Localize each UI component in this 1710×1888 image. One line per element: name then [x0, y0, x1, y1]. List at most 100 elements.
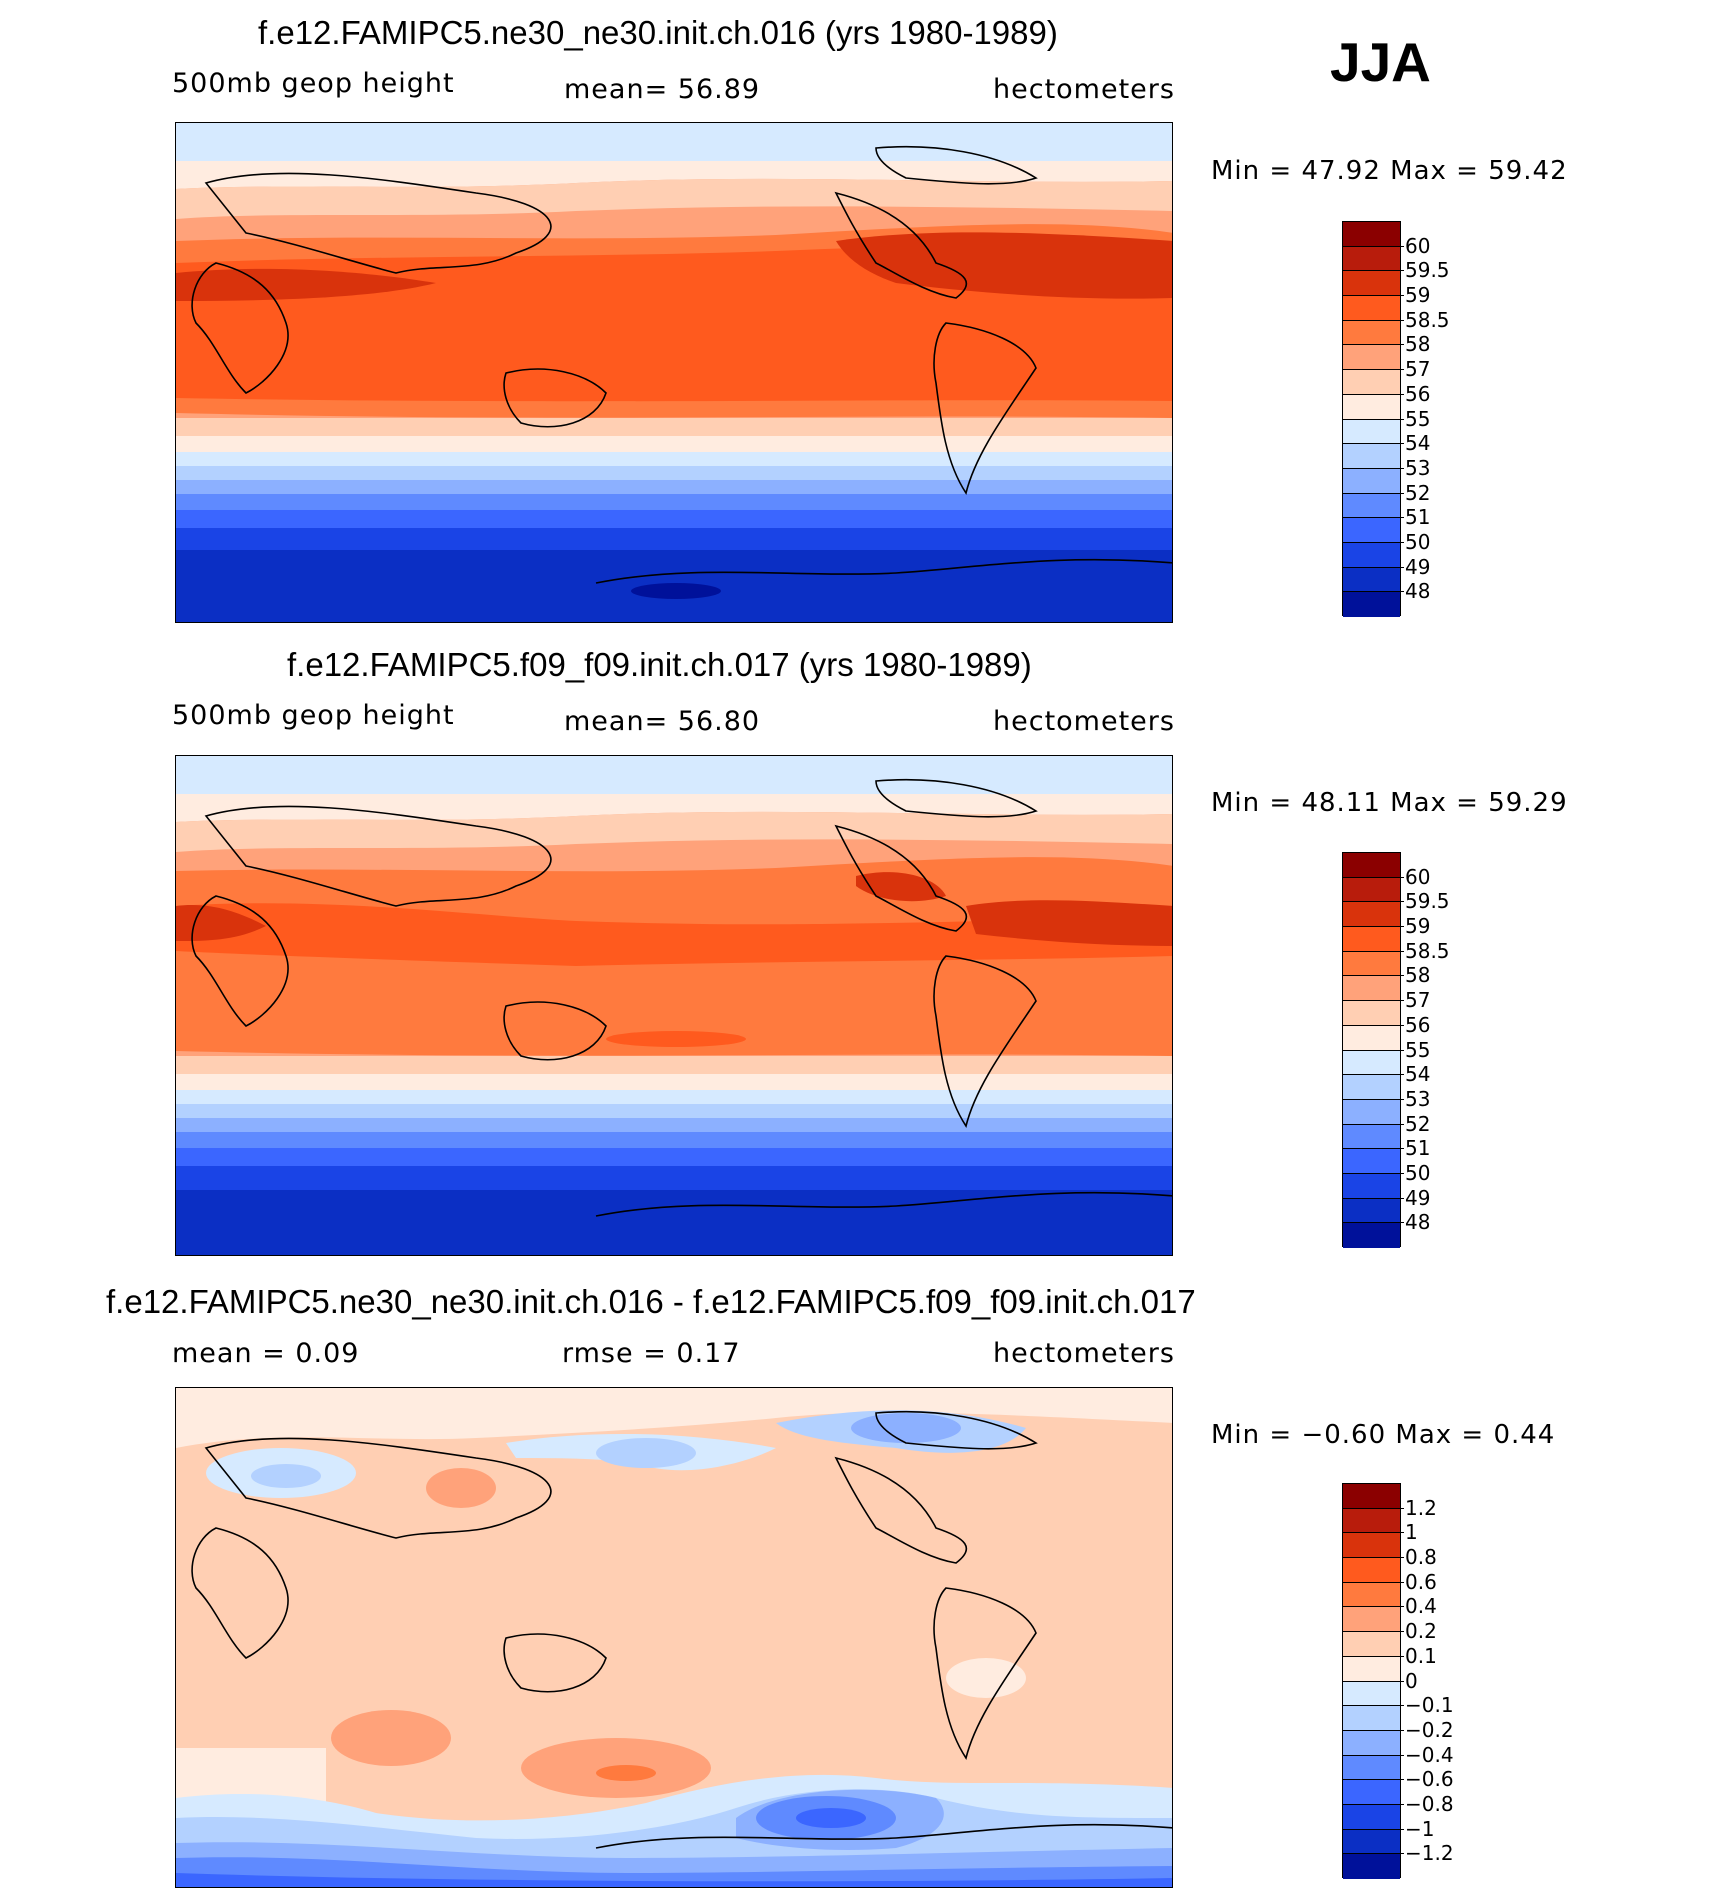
- colorbar-tick-label: 59: [1396, 914, 1431, 939]
- colorbar-cell: [1343, 1558, 1400, 1583]
- colorbar-tick-label: 58: [1396, 963, 1431, 988]
- colorbar-tick-label: −0.4: [1397, 1742, 1454, 1767]
- colorbar-cell: [1343, 592, 1400, 617]
- colorbar-tick-label: 59: [1396, 283, 1431, 308]
- colorbar-tick-label: 56: [1396, 381, 1431, 406]
- colorbar-cell: [1343, 951, 1400, 977]
- colorbar-tick-label: 52: [1396, 1111, 1431, 1136]
- colorbar-cell: [1343, 296, 1400, 321]
- colorbar-cell: [1343, 1001, 1400, 1026]
- colorbar-cell: [1343, 320, 1400, 346]
- colorbar-tick-label: −0.6: [1397, 1767, 1454, 1792]
- colorbar-cell: [1343, 1099, 1400, 1125]
- colorbar-cell: [1343, 222, 1400, 247]
- panel1-variable: 500mb geop height: [172, 68, 455, 99]
- colorbar-cell: [1343, 493, 1400, 519]
- colorbar-tick-label: 53: [1396, 1086, 1431, 1111]
- colorbar-cell: [1343, 1050, 1400, 1076]
- panel2-minmax: Min = 48.11 Max = 59.29: [1211, 788, 1568, 818]
- colorbar-cell: [1343, 1173, 1400, 1199]
- colorbar-cell: [1343, 271, 1400, 297]
- panel1-contour-field: [176, 123, 1172, 622]
- colorbar-cell: [1343, 1508, 1400, 1534]
- colorbar-cell: [1343, 518, 1400, 543]
- panel2-units: hectometers: [993, 706, 1175, 737]
- colorbar-cell: [1343, 444, 1400, 469]
- panel1-units: hectometers: [993, 74, 1175, 105]
- colorbar-tick-label: 55: [1396, 1037, 1431, 1062]
- panel3-rmse: rmse = 0.17: [562, 1338, 741, 1369]
- season-label: JJA: [1330, 31, 1431, 93]
- colorbar-tick-label: 52: [1396, 480, 1431, 505]
- colorbar-tick-label: 54: [1396, 431, 1431, 456]
- colorbar-tick-label: 0.2: [1397, 1619, 1437, 1644]
- panel3-colorbar: [1342, 1483, 1401, 1879]
- colorbar-tick-label: 60: [1396, 864, 1431, 889]
- panel2-colorbar: [1342, 852, 1401, 1248]
- colorbar-tick-label: 0: [1397, 1668, 1418, 1693]
- colorbar-cell: [1343, 1075, 1400, 1100]
- colorbar-tick-label: −1.2: [1397, 1841, 1454, 1866]
- colorbar-cell: [1343, 1829, 1400, 1855]
- colorbar-tick-label: −0.2: [1397, 1717, 1454, 1742]
- colorbar-tick-label: 0.4: [1397, 1594, 1437, 1619]
- colorbar-cell: [1343, 1149, 1400, 1174]
- colorbar-tick-label: 50: [1396, 1160, 1431, 1185]
- colorbar-cell: [1343, 902, 1400, 928]
- colorbar-tick-label: 53: [1396, 455, 1431, 480]
- colorbar-tick-label: 55: [1396, 406, 1431, 431]
- colorbar-cell: [1343, 1124, 1400, 1150]
- panel2-variable: 500mb geop height: [172, 700, 455, 731]
- colorbar-cell: [1343, 1730, 1400, 1756]
- colorbar-tick-label: 48: [1396, 1210, 1431, 1235]
- colorbar-cell: [1343, 976, 1400, 1002]
- colorbar-cell: [1343, 877, 1400, 903]
- panel1-minmax: Min = 47.92 Max = 59.42: [1211, 156, 1568, 186]
- colorbar-cell: [1343, 1804, 1400, 1830]
- colorbar-cell: [1343, 468, 1400, 494]
- colorbar-cell: [1343, 567, 1400, 593]
- colorbar-tick-label: −0.8: [1397, 1791, 1454, 1816]
- colorbar-cell: [1343, 370, 1400, 395]
- colorbar-tick-label: 49: [1396, 1185, 1431, 1210]
- colorbar-cell: [1343, 1681, 1400, 1707]
- panel2-map: [175, 755, 1173, 1256]
- colorbar-cell: [1343, 1607, 1400, 1633]
- colorbar-tick-label: 49: [1396, 554, 1431, 579]
- colorbar-tick-label: 57: [1396, 988, 1431, 1013]
- panel3-title: f.e12.FAMIPC5.ne30_ne30.init.ch.016 - f.…: [106, 1283, 1196, 1320]
- colorbar-tick-label: 58: [1396, 332, 1431, 357]
- colorbar-tick-label: 1.2: [1397, 1495, 1437, 1520]
- colorbar-tick-label: 0.6: [1397, 1569, 1437, 1594]
- panel1-mean: mean= 56.89: [564, 74, 761, 105]
- colorbar-tick-label: 59.5: [1397, 889, 1450, 914]
- colorbar-tick-label: 51: [1396, 505, 1431, 530]
- panel3-mean: mean = 0.09: [172, 1338, 360, 1369]
- panel1-colorbar: [1342, 221, 1401, 617]
- colorbar-tick-label: 48: [1396, 579, 1431, 604]
- panel1-map: [175, 122, 1173, 623]
- colorbar-tick-label: −0.1: [1397, 1693, 1454, 1718]
- colorbar-tick-label: 58.5: [1397, 938, 1450, 963]
- colorbar-tick-label: 59.5: [1397, 258, 1450, 283]
- colorbar-cell: [1343, 1656, 1400, 1682]
- colorbar-cell: [1343, 1025, 1400, 1051]
- colorbar-tick-label: 54: [1396, 1062, 1431, 1087]
- colorbar-cell: [1343, 1223, 1400, 1248]
- colorbar-tick-label: −1: [1396, 1816, 1435, 1841]
- colorbar-cell: [1343, 246, 1400, 272]
- colorbar-cell: [1343, 542, 1400, 568]
- colorbar-cell: [1343, 419, 1400, 445]
- colorbar-tick-label: 56: [1396, 1012, 1431, 1037]
- colorbar-cell: [1343, 1198, 1400, 1224]
- panel3-units: hectometers: [993, 1338, 1175, 1369]
- colorbar-tick-label: 60: [1396, 233, 1431, 258]
- colorbar-tick-label: 57: [1396, 357, 1431, 382]
- panel2-contour-field: [176, 756, 1172, 1255]
- colorbar-cell: [1343, 1582, 1400, 1608]
- colorbar-cell: [1343, 1632, 1400, 1657]
- colorbar-cell: [1343, 1706, 1400, 1731]
- colorbar-cell: [1343, 1533, 1400, 1559]
- panel2-mean: mean= 56.80: [564, 706, 761, 737]
- panel3-minmax: Min = −0.60 Max = 0.44: [1211, 1420, 1556, 1450]
